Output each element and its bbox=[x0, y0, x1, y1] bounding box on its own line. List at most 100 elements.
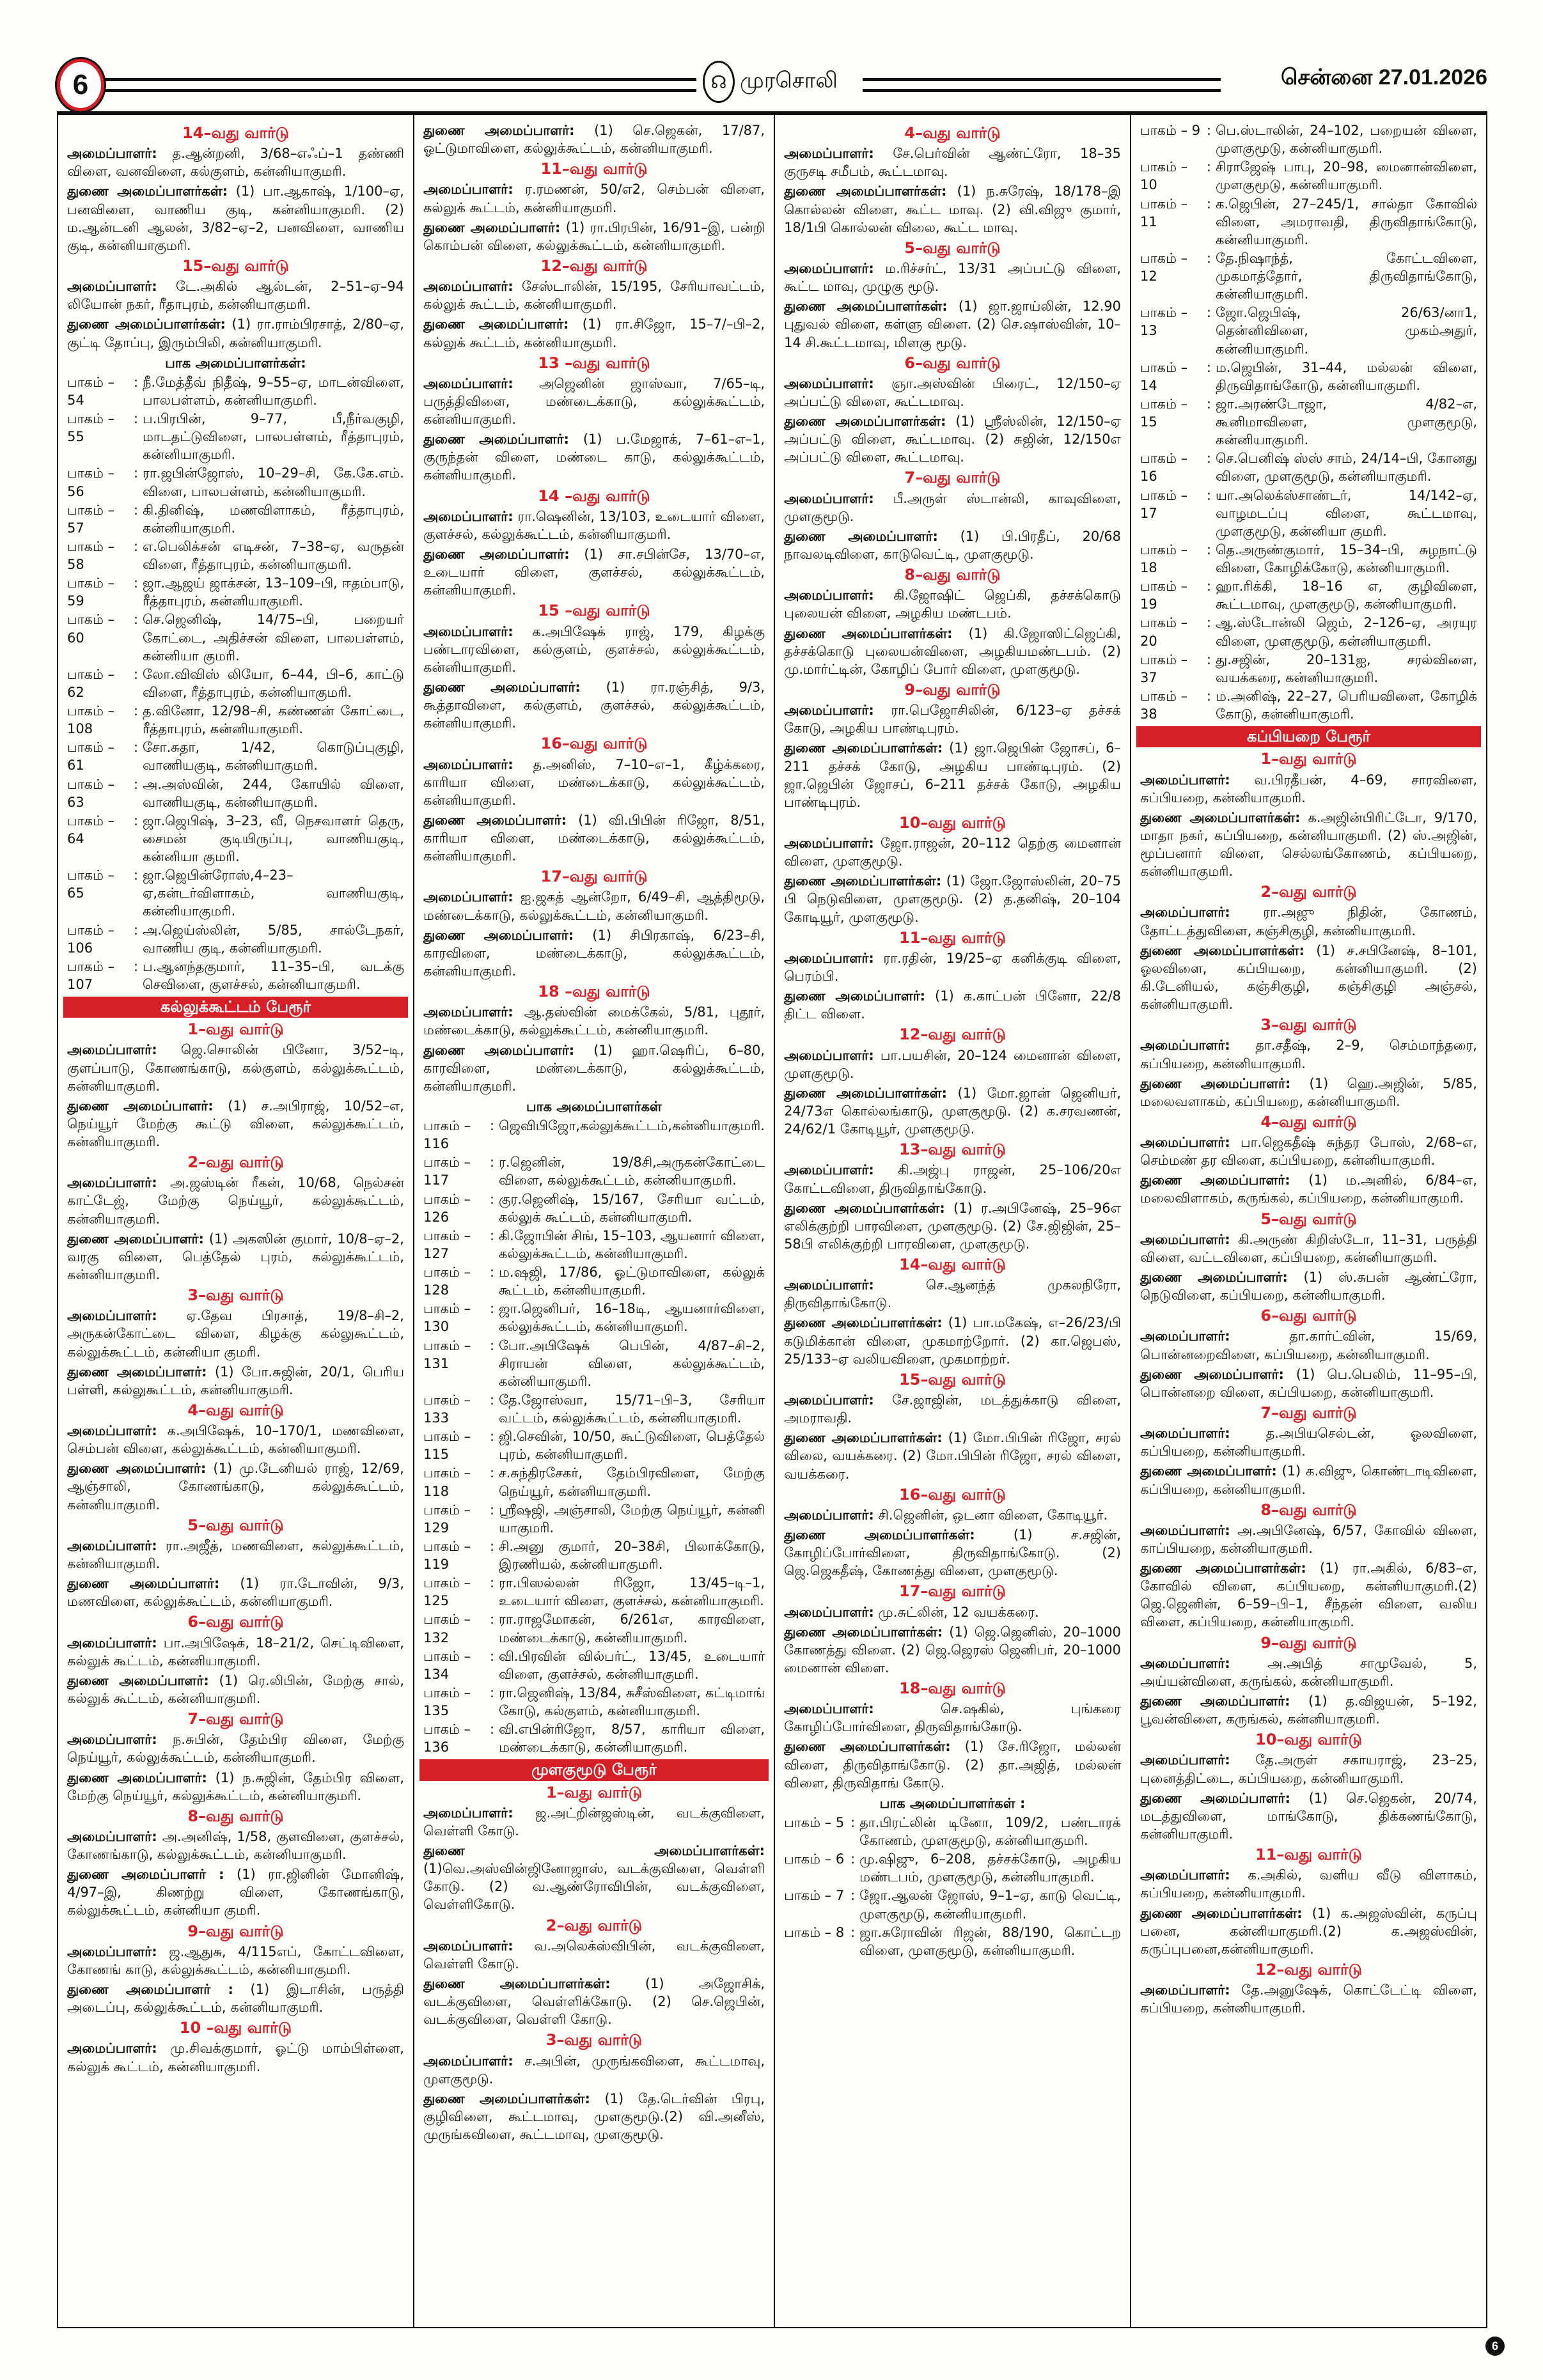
booth-appointee: மு.ஷிஜு, 6–208, தச்சக்கோடு, அழகிய மண்டபம… bbox=[859, 1851, 1122, 1885]
role-label: அமைப்பாளர்: bbox=[1140, 1135, 1230, 1151]
booth-separator: : bbox=[489, 1227, 495, 1243]
appointee-details: தே.அருள் சகாயராஜ், 23–25, புனைத்திட்டை, … bbox=[1140, 1752, 1477, 1786]
booth-appointee: ர.ஜெனின், 19/8சி,அருகன்கோட்டை விளை, கல்ல… bbox=[498, 1155, 765, 1188]
role-label: துணை அமைப்பாளர்: bbox=[423, 927, 574, 943]
ward-heading: 11–வது வார்டு bbox=[899, 928, 1006, 947]
booth-separator: : bbox=[134, 776, 139, 792]
ward-heading: 14 –வது வார்டு bbox=[538, 486, 650, 505]
appointee-details: வ.பிரதீபன், 4–69, சாரவிளை, கப்பியறை, கன்… bbox=[1140, 772, 1477, 805]
booth-number: பாகம் – 15 bbox=[1140, 396, 1188, 430]
ward-heading: 11–வது வார்டு bbox=[540, 160, 648, 178]
ward-heading: 6–வது வார்டு bbox=[904, 354, 1001, 372]
page-number: 6 bbox=[57, 59, 104, 111]
booth-entry: பாகம் – 18: தெ.அருண்குமார், 15–34–பி, சுழ… bbox=[1140, 541, 1477, 577]
ward-heading: 4–வது வார்டு bbox=[187, 1401, 284, 1419]
appointee-details: (1) சிபிரகாஷ், 6/23–சி, காரவிளை, மண்டைக்… bbox=[423, 927, 765, 979]
appointee-details: கி.அஜ்பு ராஜன், 25–106/20எ கோட்டவிளை, தி… bbox=[784, 1162, 1122, 1196]
booth-entry: பாகம் – 65: ஜா.ஜெபின்ரோஸ்,4–23–ஏ,கன்டர்வி… bbox=[67, 866, 404, 920]
role-label: துணை அமைப்பாளர்: bbox=[1140, 1075, 1291, 1091]
booth-appointee: தெ.அருண்குமார், 15–34–பி, சுழநாட்டு விளை… bbox=[1216, 541, 1477, 575]
booth-separator: : bbox=[1207, 651, 1212, 667]
role-label: அமைப்பாளர்: bbox=[784, 1507, 874, 1523]
role-label: அமைப்பாளர்: bbox=[67, 1537, 157, 1553]
booth-separator: : bbox=[134, 813, 139, 828]
role-label: துணை அமைப்பாளர்கள்: bbox=[784, 873, 942, 889]
appointment-entry: அமைப்பாளர்: அ.ஜஸ்டின் ரீகன், 10/68, நெல்… bbox=[67, 1174, 404, 1227]
appointment-entry: அமைப்பாளர்: டே.அகில் ஆல்டன், 2–51–ஏ–94 ல… bbox=[67, 277, 404, 313]
booth-entry: பாகம் – 64: ஜா.ஜெபிஷ், 3–23, வீ, நெசவாளர்… bbox=[67, 812, 404, 866]
booth-separator: : bbox=[1207, 579, 1212, 595]
booth-entry: பாகம் – 7: ஜோ.ஆலன் ஜோஸ், 9–1–ஏ, காடு வெட்… bbox=[784, 1886, 1121, 1922]
ward-heading: 4–வது வார்டு bbox=[1260, 1112, 1357, 1131]
booth-appointee: ச.சுந்திரசேகர், தேம்பிரவிளை, மேற்கு நெய்… bbox=[498, 1465, 765, 1499]
booth-separator: : bbox=[489, 1337, 495, 1353]
role-label: அமைப்பாளர்: bbox=[1140, 1426, 1230, 1442]
appointee-details: (1) போ.சுஜின், 20/1, பெரிய பள்ளி, கல்லுக… bbox=[67, 1364, 404, 1397]
ward-heading: 16–வது வார்டு bbox=[540, 735, 648, 753]
role-label: அமைப்பாளர்: bbox=[784, 587, 874, 603]
role-label: அமைப்பாளர்: bbox=[1140, 1038, 1230, 1054]
role-label: அமைப்பாளர்: bbox=[423, 756, 513, 772]
appointee-details: (1) ஹா.ஷெரிப், 6–80, காரவிளை, மண்டைக்காட… bbox=[423, 1042, 765, 1094]
appointment-entry: துணை அமைப்பாளர்கள்: (1) ஜோ.ஜோஸ்லின், 20–… bbox=[784, 872, 1121, 926]
appointee-details: ரா.அஜீத், மணவிளை, கல்லுக்கூட்டம், கன்னிய… bbox=[67, 1537, 404, 1571]
role-label: துணை அமைப்பாளர்: bbox=[1140, 1270, 1288, 1285]
appointment-entry: அமைப்பாளர்: ர.ரமணன், 50/எ2, செம்பன் விளை… bbox=[423, 180, 765, 216]
role-label: அமைப்பாளர்: bbox=[423, 2053, 513, 2069]
appointment-entry: அமைப்பாளர்: ரா.அஜீத், மணவிளை, கல்லுக்கூட… bbox=[67, 1537, 404, 1573]
role-label: துணை அமைப்பாளர்கள்: bbox=[784, 625, 953, 641]
booth-entry: பாகம் – 5: தா.பிரட்லின் டினோ, 109/2, பண்ட… bbox=[784, 1814, 1121, 1849]
role-label: அமைப்பாளர்: bbox=[423, 889, 513, 905]
role-label: அமைப்பாளர்: bbox=[67, 1635, 157, 1651]
appointment-entry: துணை அமைப்பாளர்கள்: (1) ர.அபினேஷ், 25–96… bbox=[784, 1199, 1121, 1253]
article-body: 14–வது வார்டு அமைப்பாளர்: த.ஆன்றனி, 3/68–… bbox=[57, 111, 1487, 2328]
role-label: அமைப்பாளர்: bbox=[423, 508, 513, 524]
appointment-entry: துணை அமைப்பாளர்: (1) க.காட்பன் பினோ, 22/… bbox=[784, 987, 1121, 1023]
booth-number: பாகம் – 10 bbox=[1140, 159, 1188, 193]
appointment-entry: துணை அமைப்பாளர்: (1) ரா.சிஜோ, 15–7/–பி–2… bbox=[423, 315, 765, 351]
booth-appointee: கி.தினிஷ், மணவிளாகம், ரீத்தாபுரம், கன்னி… bbox=[143, 502, 404, 536]
ward-heading: 17–வது வார்டு bbox=[899, 1582, 1006, 1601]
ward-heading: 6–வது வார்டு bbox=[187, 1613, 284, 1631]
booth-number: பாகம் – 106 bbox=[67, 922, 115, 956]
column-1: 14–வது வார்டு அமைப்பாளர்: த.ஆன்றனி, 3/68–… bbox=[58, 115, 414, 2327]
role-label: துணை அமைப்பாளர்கள்: bbox=[423, 1975, 611, 1991]
appointment-entry: அமைப்பாளர்: ஜ.அட்றின்ஜஸ்டின், வடக்குவிளை… bbox=[423, 1804, 765, 1840]
booth-number: பாகம் – 17 bbox=[1140, 487, 1188, 521]
role-label: துணை அமைப்பாளர்கள்: bbox=[784, 1430, 943, 1446]
appointee-details: சேஸ்டாலின், 15/195, சேரியாவட்டம், கல்லுக… bbox=[423, 279, 765, 313]
booth-number: பாகம் – 132 bbox=[423, 1612, 471, 1645]
appointee-details: (1) ஜெ.ஜெனிஸ், 20–1000 கோணத்து விளை. (2)… bbox=[784, 1624, 1122, 1676]
booth-appointee: தா.பிரட்லின் டினோ, 109/2, பண்டாரக் கோணம்… bbox=[859, 1814, 1122, 1849]
booth-number: பாகம் – 135 bbox=[423, 1684, 471, 1718]
appointment-entry: துணை அமைப்பாளர்: (1) பெ.பெலிம், 11–95–பி… bbox=[1140, 1365, 1477, 1401]
booth-number: பாகம் – 55 bbox=[67, 411, 115, 445]
booth-appointee: ரா.ஜெனிஷ், 13/84, சுசீஸ்விளை, கட்டிமாங் … bbox=[498, 1684, 765, 1718]
ward-heading: 17–வது வார்டு bbox=[540, 867, 648, 886]
booth-separator: : bbox=[489, 1648, 495, 1664]
booth-number: பாகம் – 57 bbox=[67, 502, 115, 536]
appointment-entry: அமைப்பாளர்: மு.சிவக்குமார், ஓட்டு மாம்பி… bbox=[67, 2039, 404, 2075]
appointment-entry: அமைப்பாளர்: பா.பயசின், 20–124 மைனான் விள… bbox=[784, 1046, 1121, 1082]
ward-heading: 2–வது வார்டு bbox=[187, 1153, 284, 1172]
role-label: அமைப்பாளர்: bbox=[784, 1277, 874, 1293]
booth-appointee: செ.பெனிஷ் ஸ்ஸ் சாம், 24/14–பி, கோனது விள… bbox=[1216, 451, 1477, 485]
booth-entry: பாகம் – 131: போ.அபிஷேக் பெபின், 4/87–சி–2… bbox=[423, 1337, 765, 1390]
booth-number: பாகம் – 125 bbox=[423, 1575, 471, 1609]
appointment-entry: துணை அமைப்பாளர்கள்: (1) மோ.பிபின் ரிஜோ, … bbox=[784, 1429, 1121, 1482]
booth-appointee: ரா.ராஜமோகன், 6/261எ, காரவிளை, மண்டைக்காட… bbox=[498, 1612, 765, 1645]
booth-entry: பாகம் – 125: ரா.பிஸல்லன் ரிஜோ, 13/45–டி–1… bbox=[423, 1574, 765, 1610]
booth-separator: : bbox=[489, 1429, 495, 1445]
ward-heading: 15 –வது வார்டு bbox=[538, 602, 650, 620]
role-label: அமைப்பாளர்: bbox=[784, 1047, 874, 1063]
booth-entry: பாகம் – 56: ரா.ஜபின்ஜோஸ், 10–29–சி, கே.கே… bbox=[67, 464, 404, 500]
booth-separator: : bbox=[1207, 159, 1212, 175]
booth-entry: பாகம் – 57: கி.தினிஷ், மணவிளாகம், ரீத்தாப… bbox=[67, 501, 404, 537]
ward-heading: 9–வது வார்டு bbox=[904, 680, 1001, 699]
booth-entry: பாகம் – 54: நீ.மேத்தீவ் நிதீஷ், 9–55–ஏ, ம… bbox=[67, 373, 404, 409]
appointment-entry: அமைப்பாளர்: தா.கார்ட்வின், 15/69, பொன்னற… bbox=[1140, 1327, 1477, 1363]
appointment-entry: துணை அமைப்பாளர்: (1) சிபிரகாஷ், 6/23–சி,… bbox=[423, 926, 765, 980]
appointment-entry: அமைப்பாளர்: சேஸ்டாலின், 15/195, சேரியாவட… bbox=[423, 277, 765, 313]
role-label: அமைப்பாளர்: bbox=[784, 1392, 874, 1408]
role-label: அமைப்பாளர்: bbox=[1140, 1231, 1230, 1247]
